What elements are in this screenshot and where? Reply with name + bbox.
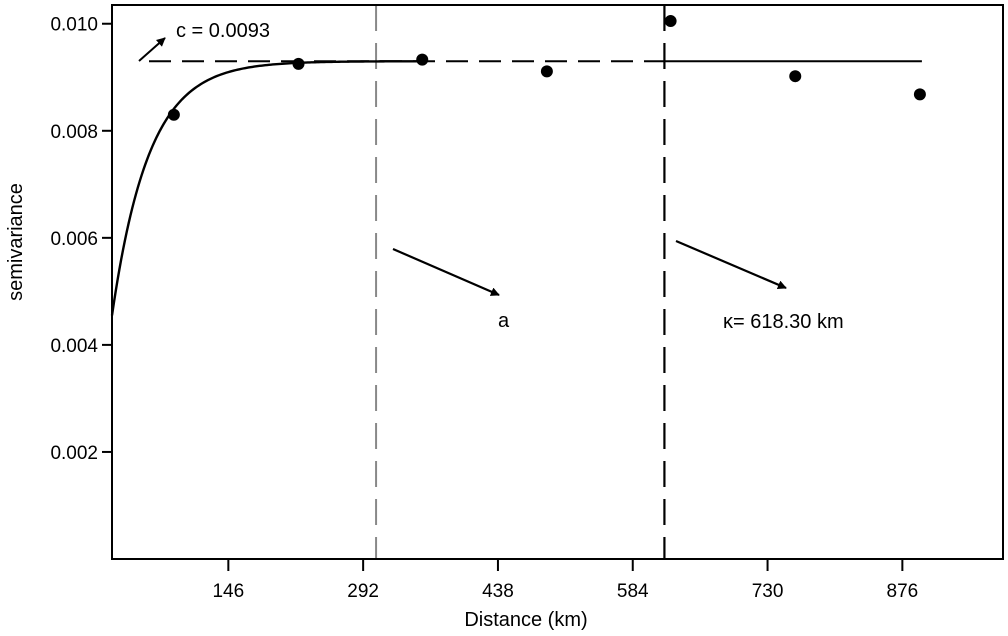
data-point-1 [167, 108, 180, 121]
data-point-7 [913, 88, 926, 101]
data-points [167, 15, 926, 121]
y-axis-title: semivariance [5, 183, 27, 301]
y-tick-label-0.004: 0.004 [50, 336, 98, 357]
y-tick-label-0.006: 0.006 [50, 229, 98, 250]
data-point-4 [540, 65, 553, 78]
y-tick-label-0.008: 0.008 [50, 122, 98, 143]
x-tick-label-876: 876 [887, 581, 919, 602]
kappa-annotation-label: κ= 618.30 km [723, 311, 844, 333]
plot-layer [110, 5, 926, 559]
y-tick-label-0.010: 0.010 [50, 15, 98, 36]
kappa-annotation-arrow [675, 239, 787, 290]
data-point-5 [664, 15, 677, 28]
sill-annotation-label: c = 0.0093 [176, 20, 270, 42]
x-tick-label-438: 438 [482, 581, 514, 602]
data-point-3 [416, 53, 429, 66]
y-axis: 0.002 0.004 0.006 0.008 0.010 [50, 15, 112, 464]
x-axis-title: Distance (km) [464, 609, 587, 631]
data-point-2 [292, 57, 305, 70]
annotations: c = 0.0093 a κ= 618.30 km [138, 20, 844, 333]
x-tick-label-292: 292 [347, 581, 379, 602]
plot-frame [111, 4, 1004, 560]
y-tick-label-0.002: 0.002 [50, 443, 98, 464]
data-point-6 [789, 70, 802, 83]
x-tick-label-584: 584 [617, 581, 649, 602]
sill-annotation-arrow [138, 37, 166, 62]
model-curve [110, 60, 426, 316]
range-a-annotation-label: a [498, 310, 510, 332]
x-tick-label-146: 146 [212, 581, 244, 602]
x-tick-label-730: 730 [752, 581, 784, 602]
x-axis: 146 292 438 584 730 876 [212, 559, 918, 602]
range-a-annotation-arrow [392, 247, 500, 297]
